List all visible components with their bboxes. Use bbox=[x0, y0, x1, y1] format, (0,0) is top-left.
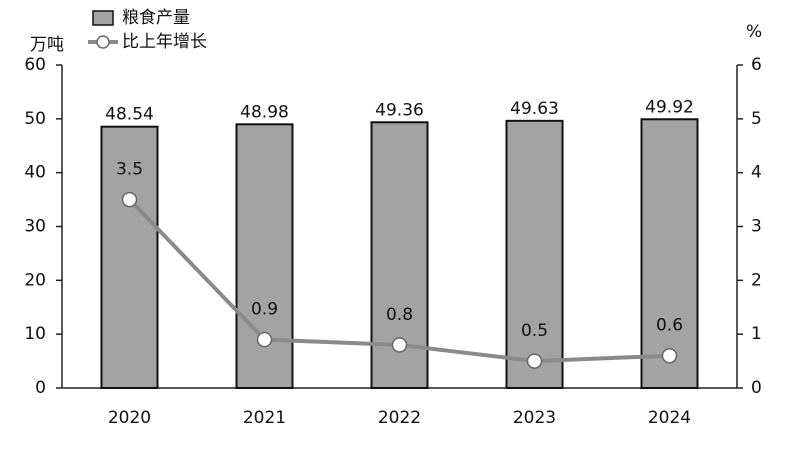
y2-tick-label: 0 bbox=[751, 378, 762, 398]
line-marker bbox=[121, 191, 138, 208]
legend-marker bbox=[96, 35, 110, 49]
bar bbox=[640, 118, 699, 389]
bar bbox=[505, 119, 564, 389]
y2-tick-label: 1 bbox=[751, 324, 762, 344]
line-label: 0.6 bbox=[656, 316, 683, 336]
line-label: 0.9 bbox=[251, 300, 278, 320]
y2-tick-label: 2 bbox=[751, 270, 762, 290]
bar-label: 49.36 bbox=[375, 100, 424, 120]
line-marker bbox=[661, 347, 678, 364]
line-label: 3.5 bbox=[116, 160, 143, 180]
legend-label: 比上年增长 bbox=[122, 32, 207, 52]
y-unit: 万吨 bbox=[30, 35, 64, 55]
legend-swatch bbox=[92, 10, 114, 26]
x-tick-label: 2021 bbox=[243, 408, 286, 428]
bar bbox=[235, 123, 294, 389]
line-label: 0.5 bbox=[521, 321, 548, 341]
legend-label: 粮食产量 bbox=[122, 8, 190, 28]
x-tick-label: 2023 bbox=[513, 408, 556, 428]
y-tick-label: 50 bbox=[24, 109, 46, 129]
line-marker bbox=[526, 353, 543, 369]
line-marker bbox=[256, 331, 273, 348]
bar bbox=[100, 125, 159, 390]
line-label: 0.8 bbox=[386, 305, 413, 325]
x-tick-label: 2024 bbox=[648, 408, 691, 428]
y2-tick-label: 5 bbox=[751, 109, 762, 129]
bar-label: 49.92 bbox=[645, 97, 694, 117]
y-tick-label: 40 bbox=[24, 163, 46, 183]
y-tick-label: 60 bbox=[24, 55, 46, 75]
y2-tick-label: 4 bbox=[751, 163, 762, 183]
y-tick-label: 10 bbox=[24, 324, 46, 344]
y2-tick-label: 3 bbox=[751, 217, 762, 237]
y2-unit: % bbox=[746, 22, 762, 42]
y-tick-label: 20 bbox=[24, 270, 46, 290]
y-tick-label: 0 bbox=[35, 378, 46, 398]
line-marker bbox=[391, 337, 408, 353]
y-tick-label: 30 bbox=[24, 217, 46, 237]
bar-label: 48.98 bbox=[240, 102, 289, 122]
x-tick-label: 2020 bbox=[108, 408, 151, 428]
bar-label: 49.63 bbox=[510, 99, 559, 119]
bar-label: 48.54 bbox=[105, 105, 154, 125]
y2-tick-label: 6 bbox=[751, 55, 762, 75]
x-tick-label: 2022 bbox=[378, 408, 421, 428]
